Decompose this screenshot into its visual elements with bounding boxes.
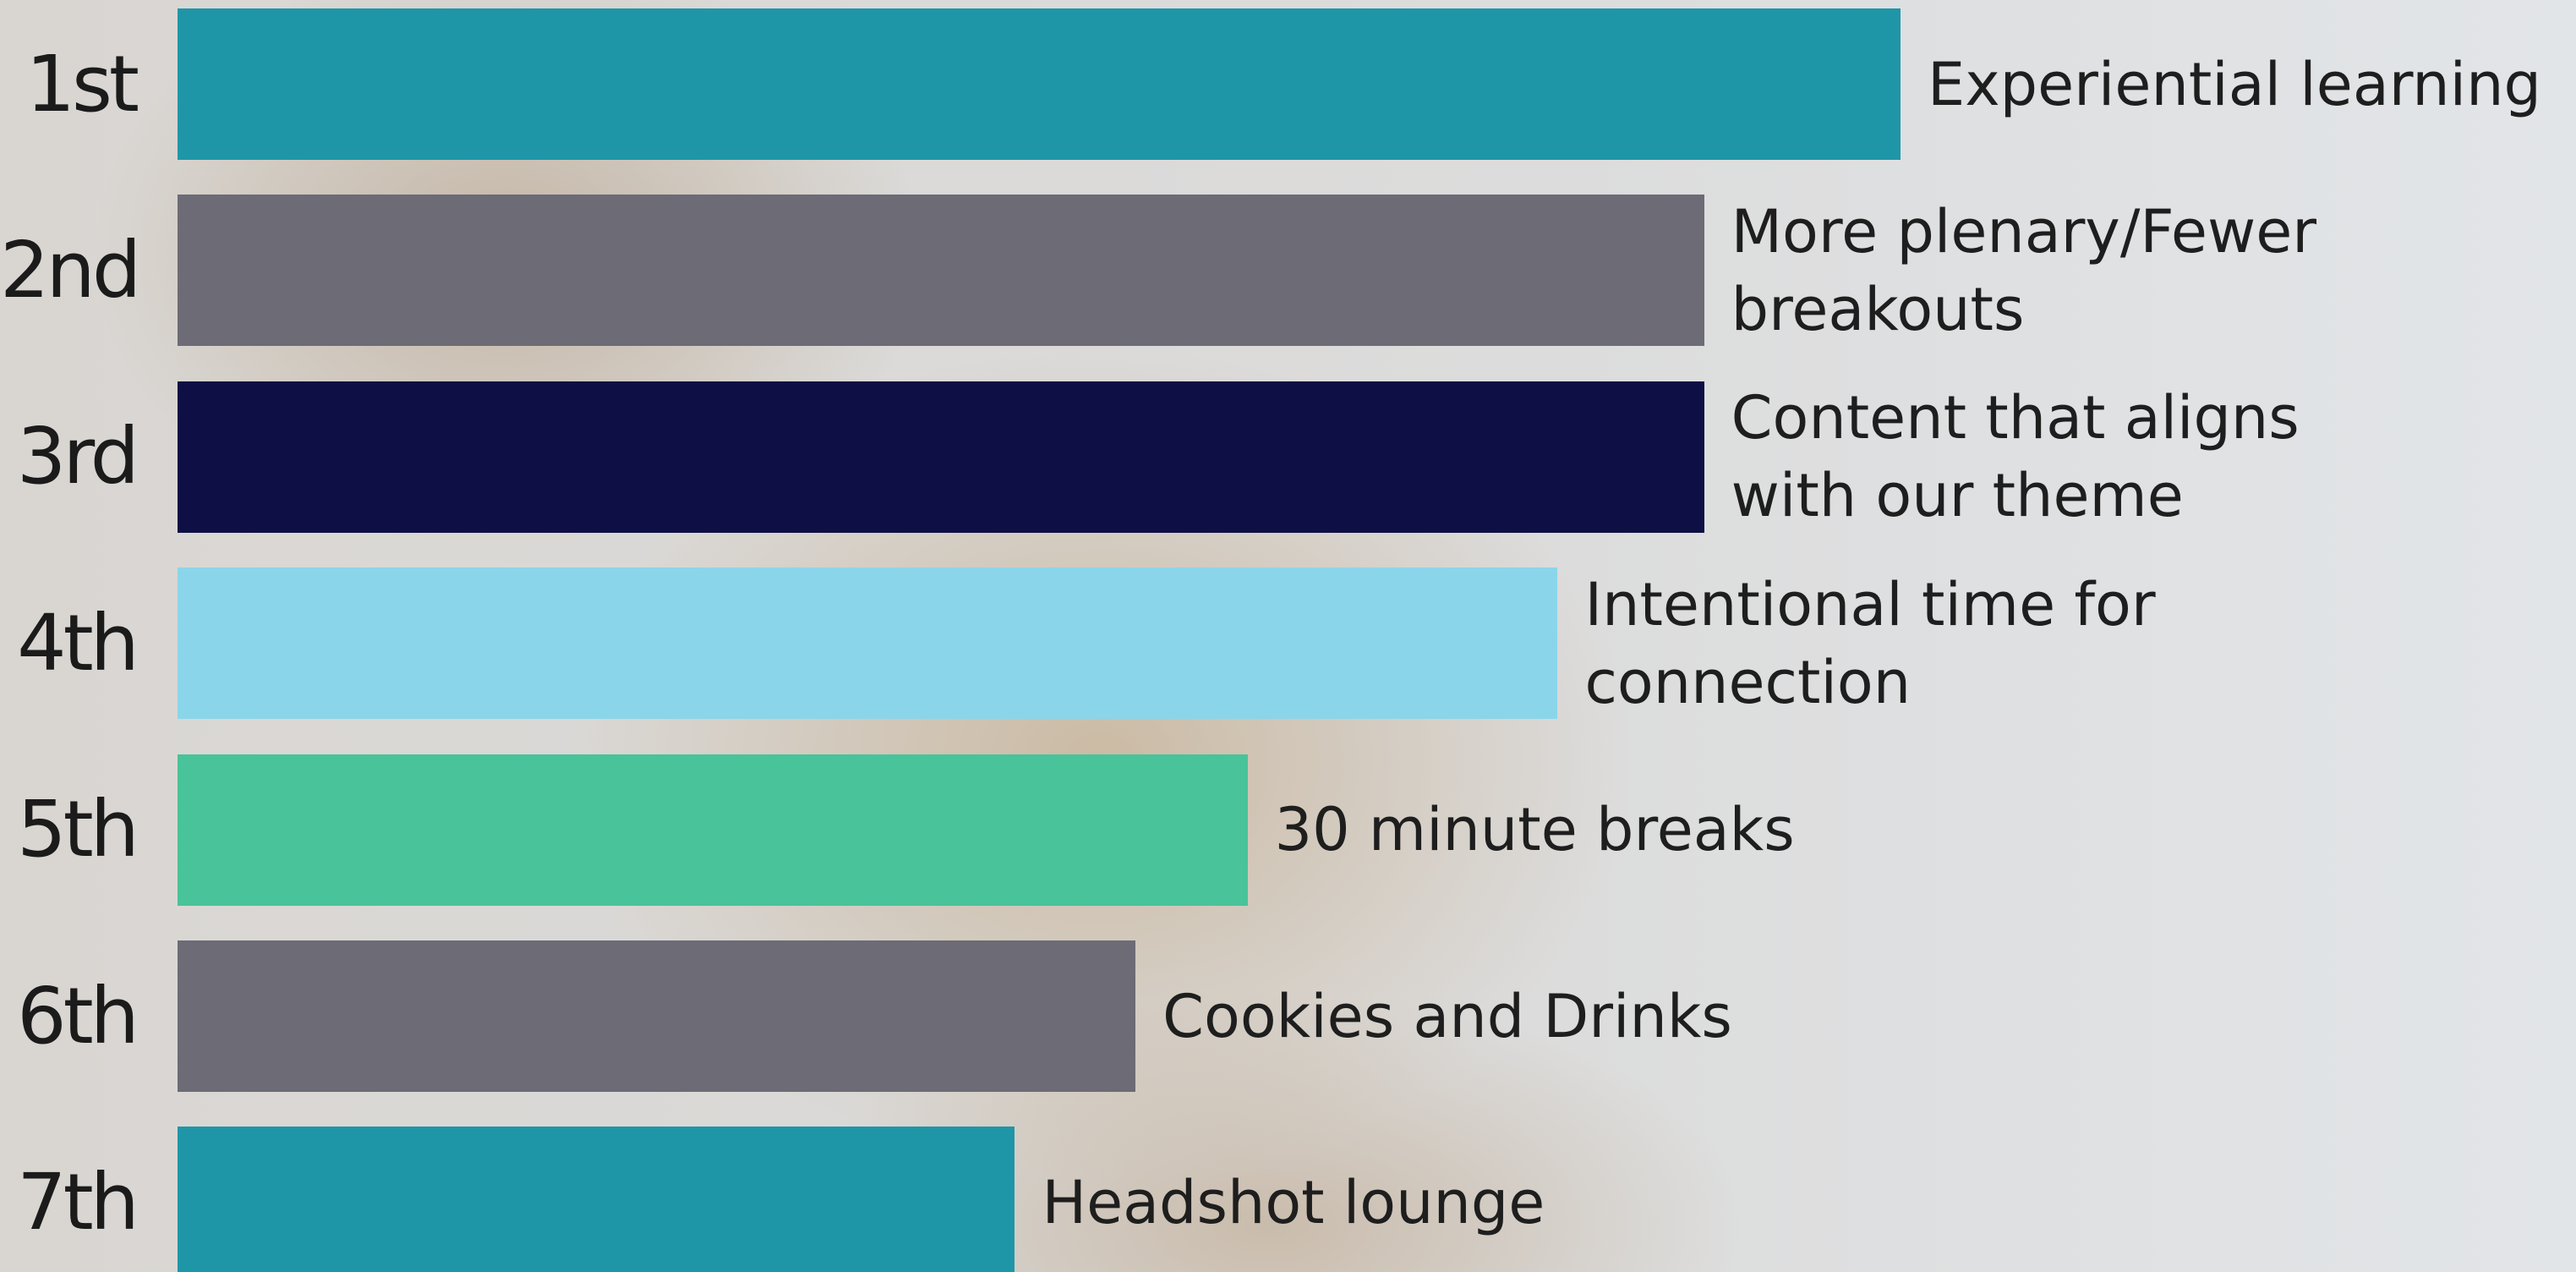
bar-label: 30 minute breaks	[1274, 795, 1795, 865]
bar	[178, 754, 1248, 906]
bar	[178, 940, 1136, 1092]
rank-label: 5th	[17, 784, 139, 875]
bar-label: Cookies and Drinks	[1162, 981, 1732, 1051]
rank-label: 7th	[17, 1156, 139, 1247]
rank-label: 2nd	[0, 224, 141, 315]
rank-label: 4th	[17, 597, 139, 688]
bar-label: Content that aligns with our theme	[1731, 383, 2300, 531]
rank-label: 1st	[25, 38, 139, 129]
bar-label: Experiential learning	[1928, 49, 2541, 119]
bar	[178, 381, 1704, 533]
rank-label: 3rd	[16, 411, 139, 502]
rank-label: 6th	[17, 970, 139, 1061]
bar-label: More plenary/Fewer breakouts	[1731, 196, 2317, 344]
bar-label: Headshot lounge	[1042, 1167, 1545, 1237]
bar-label: Intentional time for connection	[1584, 569, 2156, 717]
bar	[178, 1127, 1015, 1272]
bar	[178, 195, 1704, 347]
bar	[178, 8, 1901, 160]
bar	[178, 567, 1558, 720]
